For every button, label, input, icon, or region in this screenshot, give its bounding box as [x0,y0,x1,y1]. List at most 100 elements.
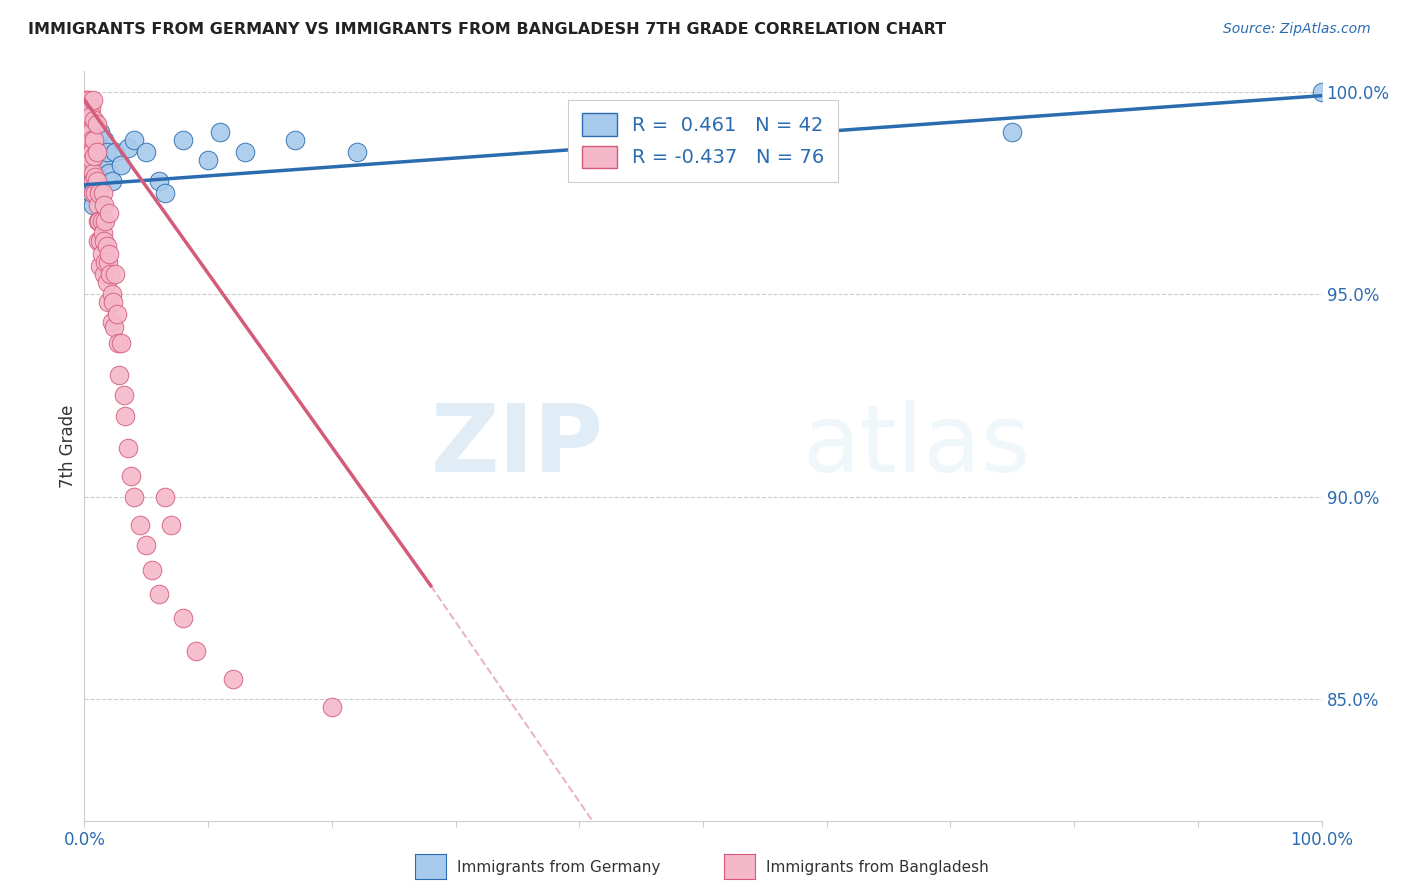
Point [77,145,100,160]
Text: IMMIGRANTS FROM GERMANY VS IMMIGRANTS FROM BANGLADESH 7TH GRADE CORRELATION CHAR: IMMIGRANTS FROM GERMANY VS IMMIGRANTS FR… [28,22,946,37]
Point [82,186,104,200]
Point [93,235,115,249]
Point [98,246,121,260]
Point [94,254,117,268]
Point [80,133,103,147]
Point [80,145,103,160]
Point [105,307,128,321]
Point [103,319,125,334]
Point [86,133,108,147]
Point [89,125,111,139]
Point [98,166,121,180]
Point [96,275,118,289]
Point [86,145,108,160]
Point [197,153,219,168]
Legend: R =  0.461   N = 42, R = -0.437   N = 76: R = 0.461 N = 42, R = -0.437 N = 76 [568,100,838,182]
Point [222,672,245,686]
Point [84,169,107,184]
Point [1310,85,1333,99]
Point [153,490,176,504]
Point [82,93,104,107]
Point [75,101,97,115]
Point [209,125,232,139]
Point [122,133,145,147]
Point [96,238,118,252]
Point [80,133,103,147]
Point [79,153,101,168]
Point [89,259,111,273]
Point [77,133,100,147]
Point [77,125,100,139]
Point [79,186,101,200]
Point [1001,125,1024,139]
Point [83,149,105,163]
Point [90,214,112,228]
Point [141,562,163,576]
Point [86,186,108,200]
Text: Source: ZipAtlas.com: Source: ZipAtlas.com [1223,22,1371,37]
Point [321,700,343,714]
Point [86,117,108,131]
Point [91,186,114,200]
Point [148,587,170,601]
Point [101,295,124,310]
Point [90,174,112,188]
Point [83,145,105,160]
Point [82,198,104,212]
Point [79,137,101,152]
Point [172,133,194,147]
Point [114,409,136,423]
Point [77,117,100,131]
Point [94,214,117,228]
Point [87,157,110,171]
Point [79,141,101,155]
Point [89,186,111,200]
Point [90,246,112,260]
Point [148,174,170,188]
Point [89,145,111,160]
Point [79,109,101,123]
Point [80,153,103,168]
Point [93,133,115,147]
Point [87,235,110,249]
Point [79,149,101,163]
Text: Immigrants from Bangladesh: Immigrants from Bangladesh [766,861,988,875]
Point [84,169,107,184]
Point [86,174,108,188]
Text: Immigrants from Germany: Immigrants from Germany [457,861,661,875]
Point [79,93,101,107]
Point [233,145,256,160]
Point [184,643,207,657]
Point [120,469,142,483]
Point [117,441,139,455]
Point [89,214,111,228]
Point [96,145,118,160]
Point [153,186,176,200]
Point [76,112,98,127]
Point [79,157,101,171]
Point [80,166,103,180]
Point [79,174,101,188]
Point [97,254,120,268]
Point [135,145,157,160]
Point [346,145,368,160]
Point [110,157,132,171]
Text: ZIP: ZIP [432,400,605,492]
Point [93,198,115,212]
Point [98,267,121,281]
Point [82,166,104,180]
Point [100,287,122,301]
Point [91,227,114,241]
Text: atlas: atlas [801,400,1031,492]
Y-axis label: 7th Grade: 7th Grade [59,404,77,488]
Point [160,518,183,533]
Point [83,133,105,147]
Point [135,538,157,552]
Point [172,611,194,625]
Point [76,133,98,147]
Point [108,368,131,383]
Point [82,157,104,171]
Point [284,133,307,147]
Point [107,335,129,350]
Point [110,335,132,350]
